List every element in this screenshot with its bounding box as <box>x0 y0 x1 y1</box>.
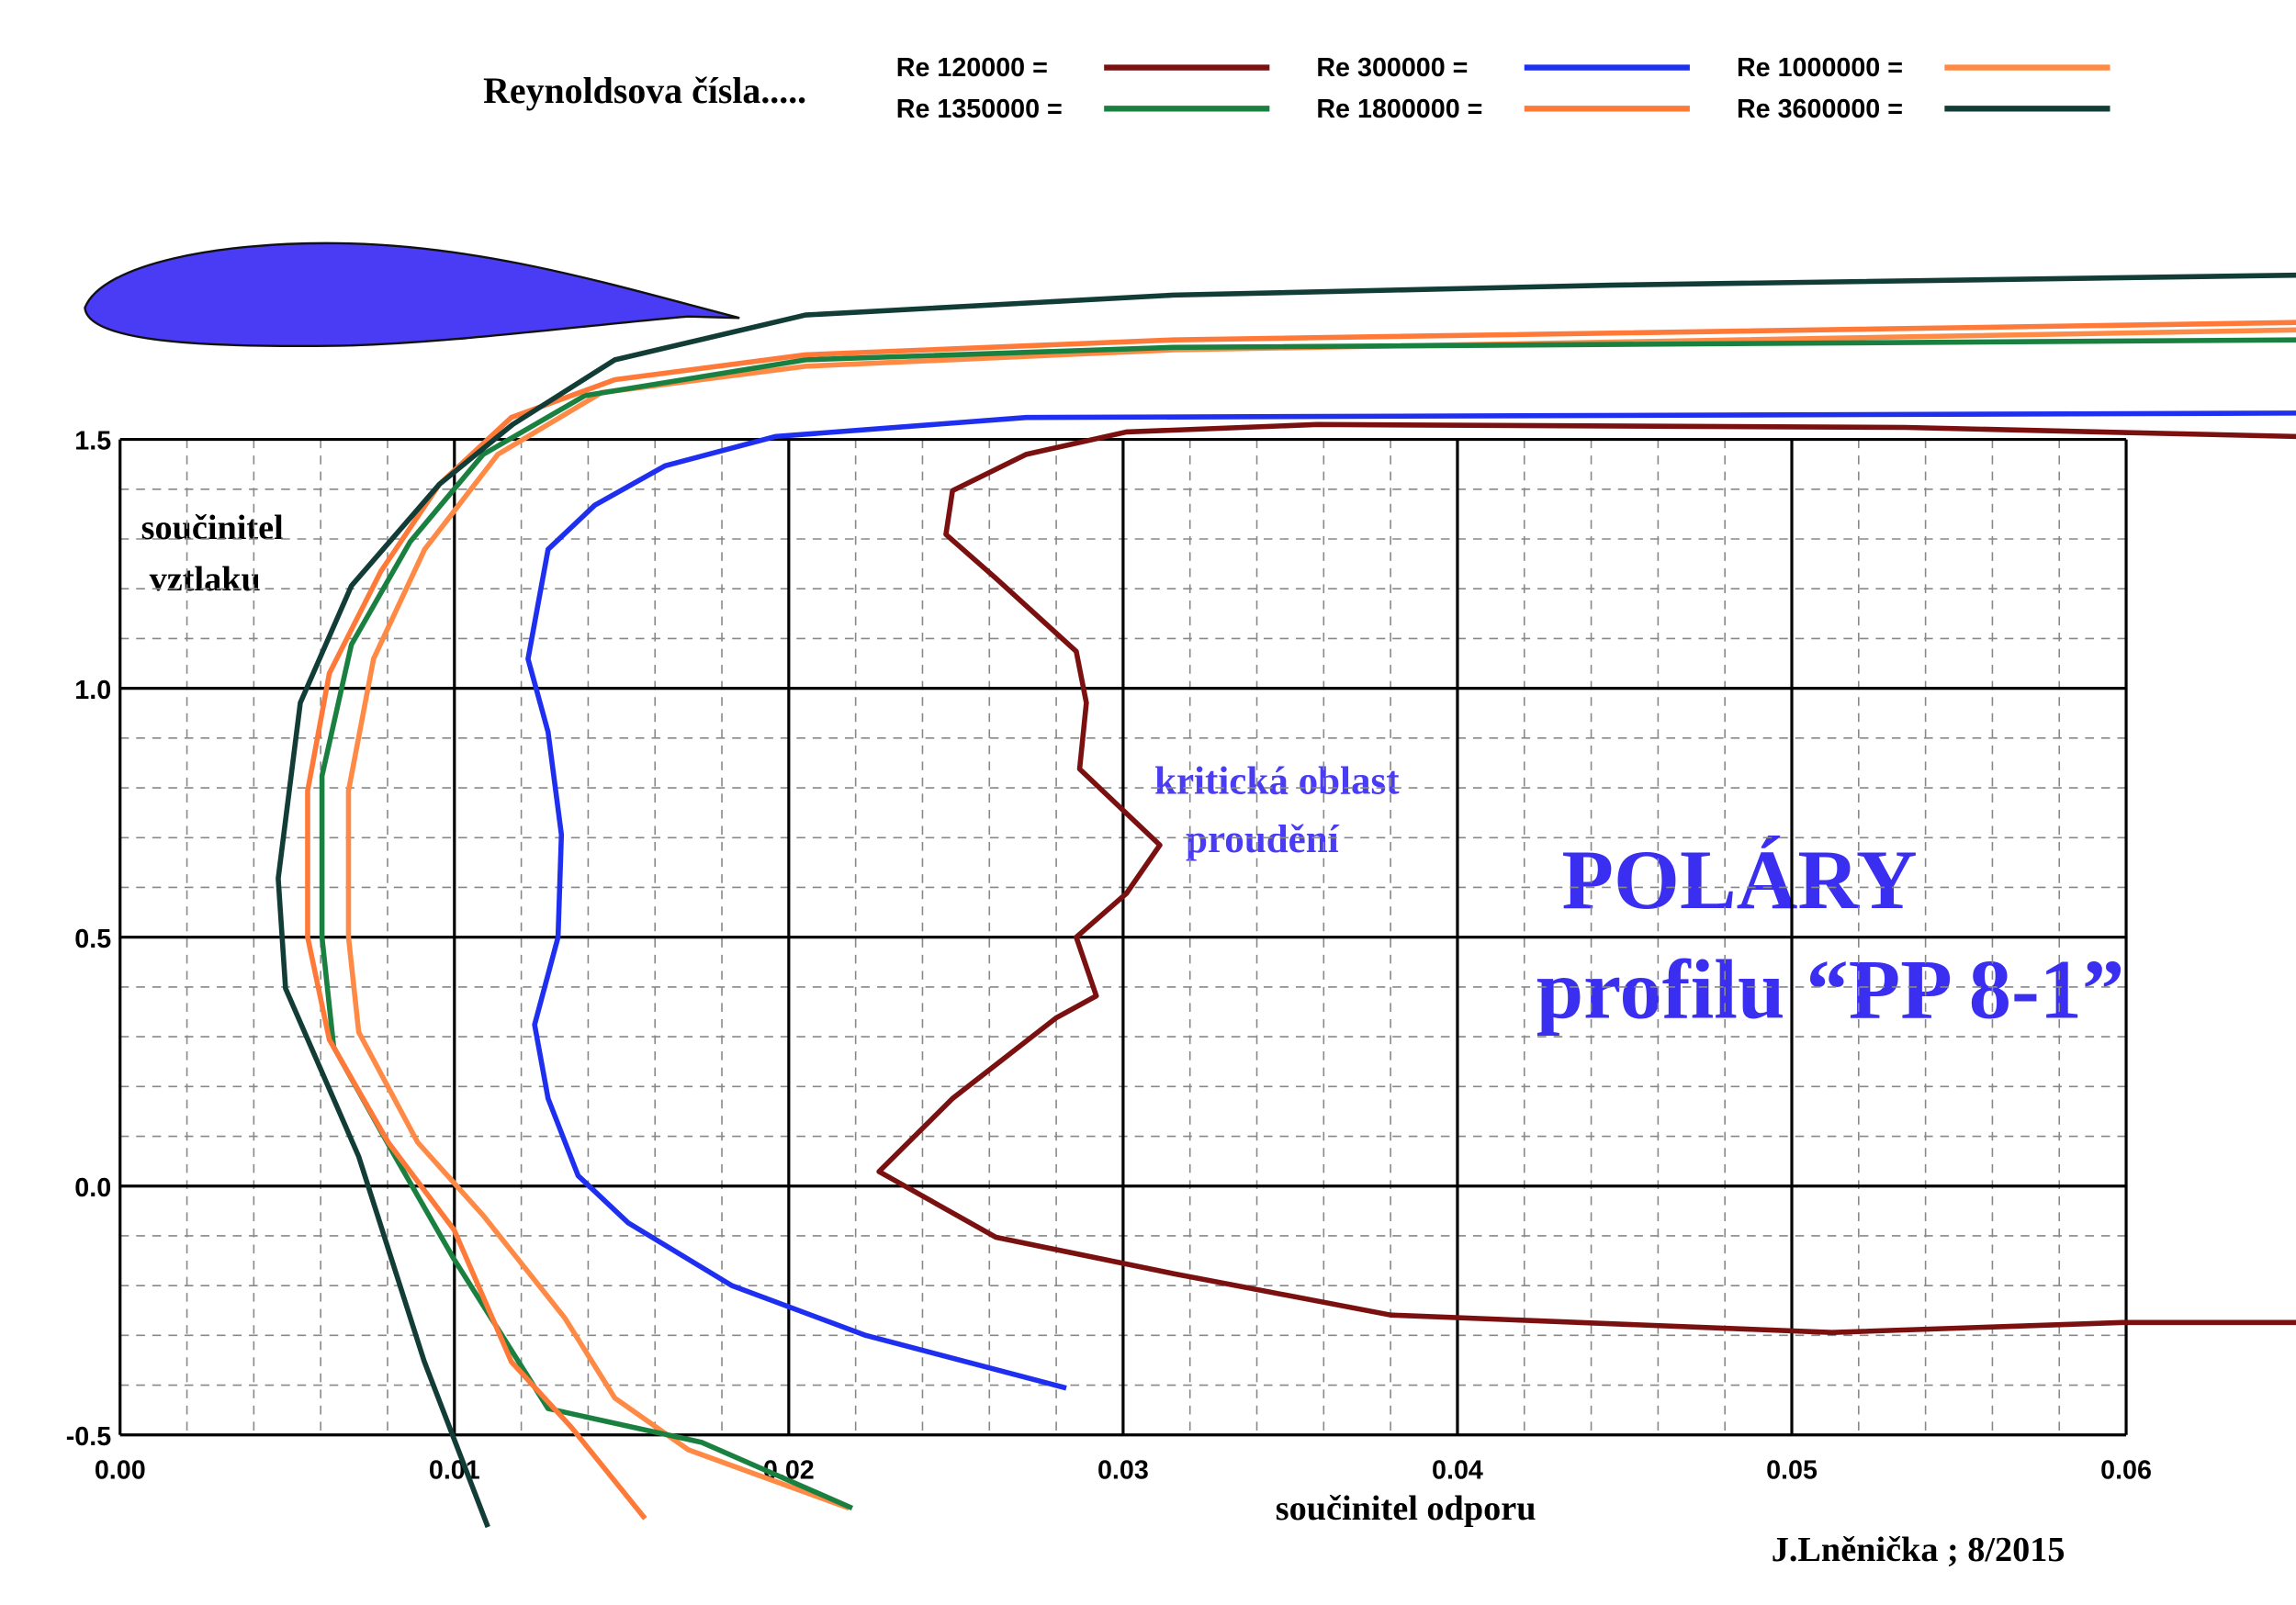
chart-title: POLÁRY <box>1562 834 1918 927</box>
y-tick-label: 0.5 <box>74 925 111 954</box>
annotation: kritická oblast <box>1154 759 1400 802</box>
polar-line <box>876 421 2296 1335</box>
legend-title: Reynoldsova čísla..... <box>483 70 806 111</box>
y-tick-label: 1.5 <box>74 427 111 456</box>
credit: J.Lněnička ; 8/2015 <box>1772 1531 2065 1569</box>
chart-title: profilu “PP 8-1” <box>1536 943 2124 1037</box>
legend-label: Re 3600000 = <box>1737 95 1903 124</box>
y-tick-label: 1.0 <box>74 676 111 705</box>
x-tick-label: 0.00 <box>95 1456 146 1486</box>
x-tick-label: 0.04 <box>1432 1456 1483 1486</box>
x-tick-label: 0.03 <box>1097 1456 1149 1486</box>
y-tick-label: 0.0 <box>74 1173 111 1203</box>
annotation: proudění <box>1186 818 1340 861</box>
legend-label: Re 300000 = <box>1316 53 1468 83</box>
legend-label: Re 120000 = <box>896 53 1048 83</box>
y-tick-label: -0.5 <box>66 1422 111 1452</box>
polar-line <box>276 272 2296 1529</box>
polar-line <box>345 327 2296 1511</box>
legend-label: Re 1800000 = <box>1316 95 1482 124</box>
x-tick-label: 0.05 <box>1766 1456 1818 1486</box>
legend-label: Re 1000000 = <box>1737 53 1903 83</box>
y-label: vztlaku <box>150 560 261 599</box>
legend-label: Re 1350000 = <box>896 95 1063 124</box>
polar-line <box>319 337 2296 1511</box>
x-label: součinitel odporu <box>1276 1489 1536 1528</box>
x-tick-label: 0.06 <box>2100 1456 2152 1486</box>
y-label: součinitel <box>141 509 284 547</box>
polar-line <box>305 320 2296 1521</box>
airfoil <box>84 241 740 348</box>
polar-line <box>525 410 2296 1391</box>
